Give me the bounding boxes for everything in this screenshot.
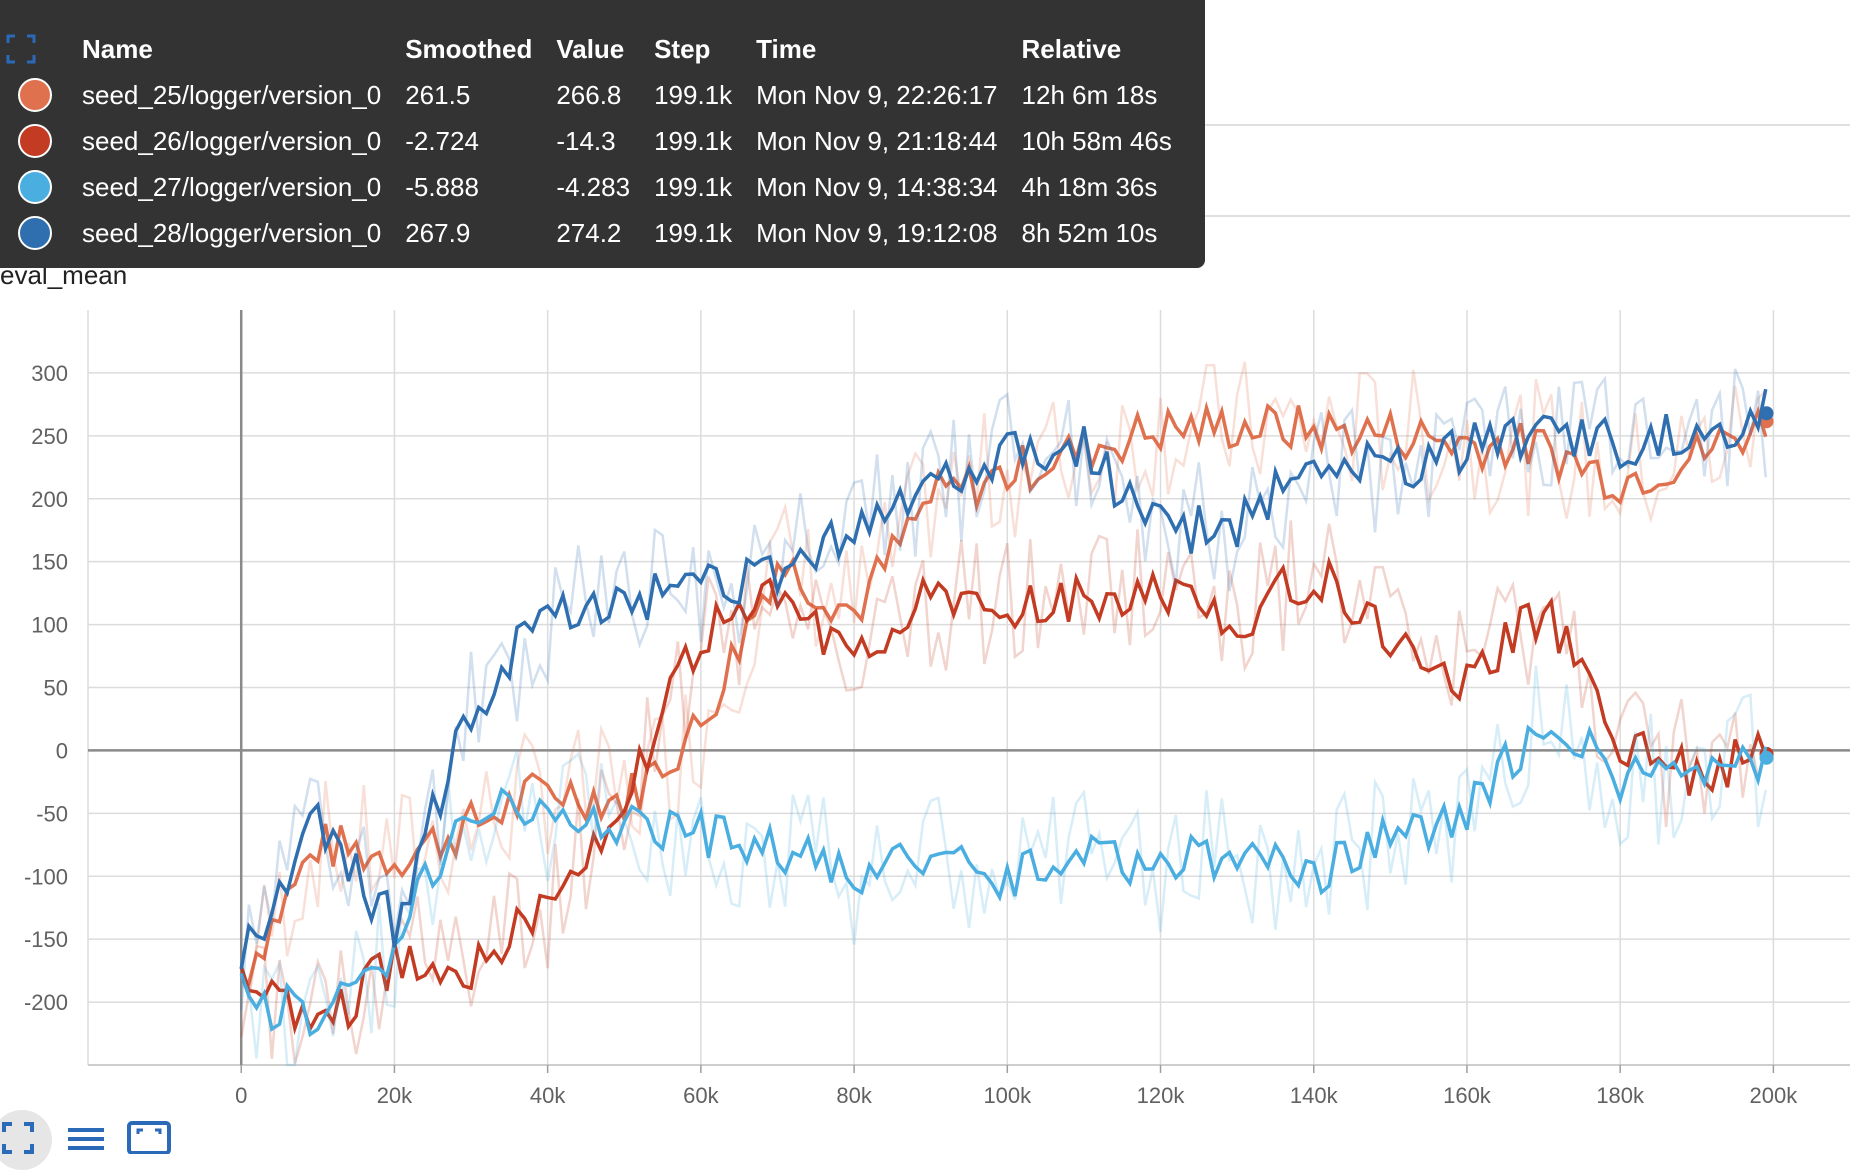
header-relative: Relative [1021,33,1122,64]
x-tick-label: 80k [836,1083,872,1108]
series-value: -14.3 [556,125,616,156]
series-raw-line [241,665,1767,1067]
tooltip-row: seed_27/logger/version_0 -5.888 -4.283 1… [0,164,1184,210]
tooltip-row: seed_26/logger/version_0 -2.724 -14.3 19… [0,118,1184,164]
series-raw-line [239,520,1767,1064]
series-name: seed_25/logger/version_0 [82,79,382,110]
chart-grid [87,310,1850,1066]
series-endpoint-marker [1759,750,1774,765]
series-time: Mon Nov 9, 21:18:44 [756,125,998,156]
series-color-swatch [18,78,52,113]
series-swatch-cell [0,164,70,210]
y-tick-label: -100 [24,864,68,889]
x-tick-label: 60k [683,1083,719,1108]
series-lines [239,361,1774,1067]
y-tick-label: 300 [31,361,68,386]
fit-domain-icon [2,1122,34,1154]
toggle-log-button[interactable] [66,1124,106,1154]
fit-domain-button-top[interactable] [4,32,38,66]
series-time: Mon Nov 9, 19:12:08 [756,217,998,248]
header-name: Name [82,33,153,64]
x-tick-label: 20k [377,1083,413,1108]
series-smoothed-line [239,724,1768,1038]
expand-icon [127,1121,171,1155]
series-value: 274.2 [556,217,622,248]
x-tick-label: 120k [1137,1083,1186,1108]
y-tick-label: 0 [56,738,68,763]
series-endpoint-marker [1759,406,1774,421]
x-tick-label: 180k [1596,1083,1645,1108]
header-step: Step [654,33,711,64]
series-smoothed-line [240,401,1768,987]
series-relative: 12h 6m 18s [1021,79,1158,110]
x-axis-ticks: 0 20k 40k 60k 80k 100k 120k 140k 160k 180k 200k [235,1065,1798,1108]
y-axis-ticks: -200 -150 -100 -50 0 50 100 150 200 250 300 [24,361,68,1015]
tooltip-row: seed_28/logger/version_0 267.9 274.2 199… [0,210,1184,256]
x-tick-label: 140k [1290,1083,1339,1108]
series-name: seed_26/logger/version_0 [82,125,382,156]
y-tick-label: -200 [24,990,68,1015]
series-relative: 10h 58m 46s [1021,125,1172,156]
x-tick-label: 0 [235,1083,247,1108]
series-smoothed: 267.9 [405,217,471,248]
expand-button[interactable] [126,1120,172,1155]
series-swatch-cell [0,118,70,164]
panel-divider [1203,215,1850,217]
series-relative: 8h 52m 10s [1021,217,1158,248]
series-value: -4.283 [556,171,631,202]
series-color-swatch [18,170,52,205]
series-smoothed: -2.724 [405,125,479,156]
x-tick-label: 200k [1750,1083,1799,1108]
header-time: Time [756,33,817,64]
series-value: 266.8 [556,79,622,110]
x-tick-label: 160k [1443,1083,1492,1108]
y-tick-label: -150 [24,927,68,952]
series-smoothed-line [239,388,1768,970]
series-swatch-cell [0,210,70,256]
y-tick-label: 150 [31,550,68,575]
series-step: 199.1k [654,79,733,110]
tooltip-header-row: Name Smoothed Value Step Time Relative [0,26,1184,72]
header-value: Value [556,33,625,64]
series-relative: 4h 18m 36s [1021,171,1158,202]
fit-domain-button[interactable] [0,1110,52,1170]
series-tooltip: Name Smoothed Value Step Time Relative s… [0,0,1205,268]
series-smoothed-line [239,555,1768,1036]
series-swatch-cell [0,72,70,118]
series-name: seed_28/logger/version_0 [82,217,382,248]
y-tick-label: 100 [31,613,68,638]
series-raw-line [239,368,1767,1011]
series-smoothed: 261.5 [405,79,471,110]
header-smoothed: Smoothed [405,33,533,64]
series-time: Mon Nov 9, 14:38:34 [756,171,998,202]
zero-axis-lines [88,310,1850,1065]
series-name: seed_27/logger/version_0 [82,171,382,202]
tooltip-table: Name Smoothed Value Step Time Relative s… [0,26,1184,256]
series-raw-line [240,361,1767,1000]
y-tick-label: 250 [31,424,68,449]
fit-domain-icon [6,34,36,64]
tooltip-row: seed_25/logger/version_0 261.5 266.8 199… [0,72,1184,118]
series-step: 199.1k [654,125,733,156]
series-time: Mon Nov 9, 22:26:17 [756,79,998,110]
series-step: 199.1k [654,217,733,248]
y-tick-label: -50 [36,801,68,826]
series-color-swatch [18,216,52,251]
x-tick-label: 40k [530,1083,566,1108]
toggle-log-icon [68,1128,104,1150]
y-tick-label: 50 [44,676,68,701]
series-step: 199.1k [654,171,733,202]
y-tick-label: 200 [31,487,68,512]
series-color-swatch [18,124,52,159]
panel-divider [1203,124,1850,126]
x-tick-label: 100k [983,1083,1032,1108]
series-smoothed: -5.888 [405,171,479,202]
